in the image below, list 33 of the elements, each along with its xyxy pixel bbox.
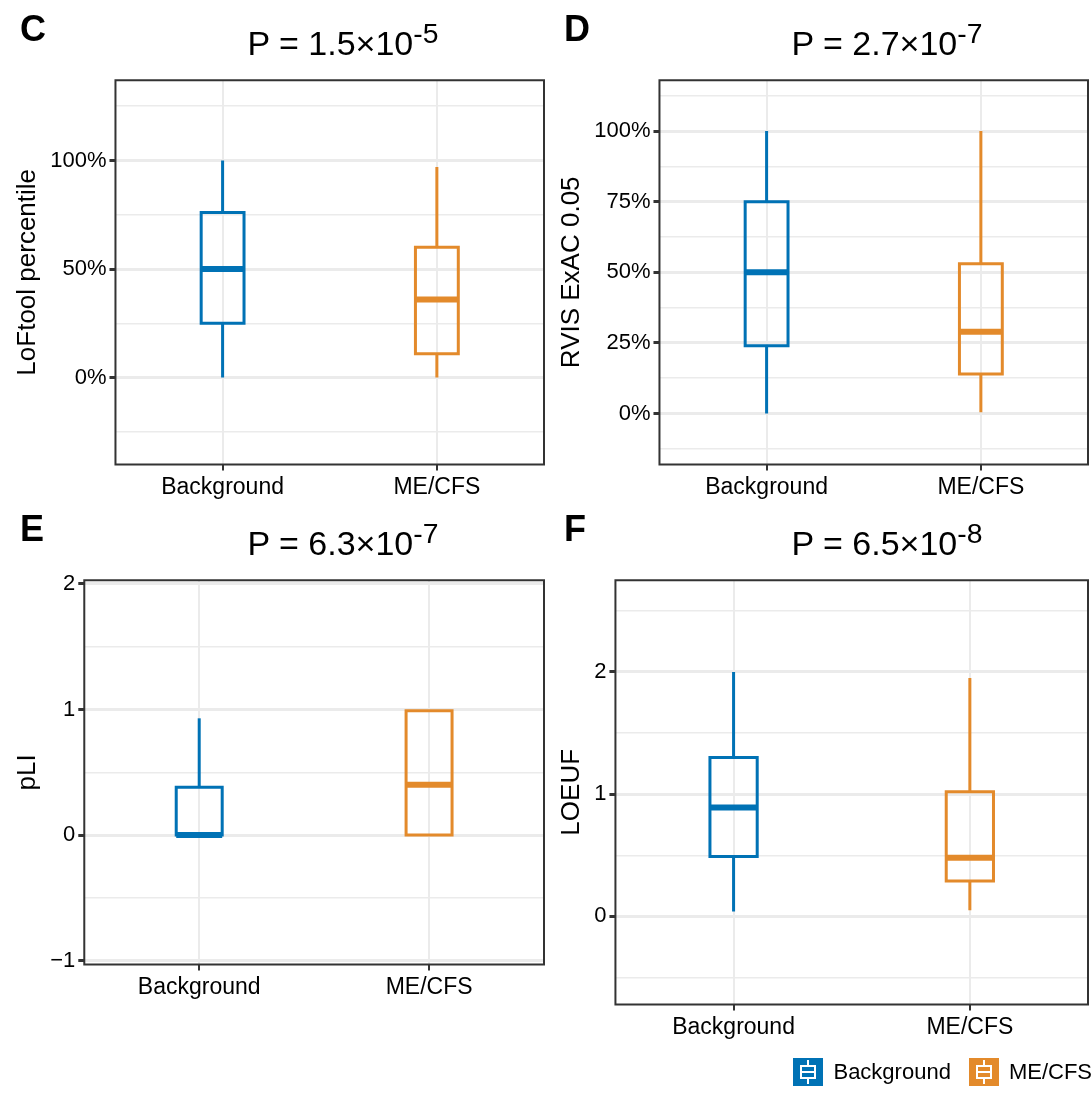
chart-title: P = 1.5×10$^{-5}$ (247, 17, 439, 63)
y-tick-label: 100% (594, 117, 651, 143)
x-tick-label: Background (161, 472, 284, 499)
y-axis-title: LoFtool percentile (10, 168, 41, 376)
chart-title: P = 6.5×10$^{-8}$ (791, 517, 983, 563)
x-tick-label: ME/CFS (393, 472, 481, 499)
x-tick-label: ME/CFS (937, 472, 1025, 499)
chart-title: P = 6.3×10$^{-7}$ (247, 517, 439, 563)
y-tick-label: 0% (618, 399, 651, 425)
y-tick-label: 50% (606, 258, 651, 284)
y-tick-label: 2 (63, 570, 76, 596)
chart-title: P = 2.7×10$^{-7}$ (791, 17, 983, 63)
text: D (564, 8, 590, 50)
text: C (20, 8, 46, 50)
y-tick-label: 100% (50, 146, 107, 172)
x-tick-label: Background (705, 472, 828, 499)
y-axis-title: RVIS ExAC 0.05 (554, 176, 585, 369)
y-tick-label: 25% (606, 328, 651, 354)
legend-label: Background (833, 1059, 951, 1085)
legend-label: ME/CFS (1008, 1059, 1092, 1085)
y-axis-title: LOEUF (554, 748, 585, 836)
y-tick-label: 50% (62, 255, 107, 281)
y-tick-label: 2 (594, 657, 607, 683)
y-tick-label: 1 (63, 695, 76, 721)
y-axis-title: pLI (10, 754, 41, 791)
y-tick-label: 0% (74, 363, 107, 389)
y-tick-label: 75% (606, 187, 651, 213)
y-tick-label: 0 (63, 821, 76, 847)
y-tick-label: 0 (594, 902, 607, 928)
text: E (20, 508, 45, 550)
text: F (564, 508, 586, 550)
y-tick-label: 1 (594, 780, 607, 806)
y-tick-label: −1 (50, 946, 76, 972)
